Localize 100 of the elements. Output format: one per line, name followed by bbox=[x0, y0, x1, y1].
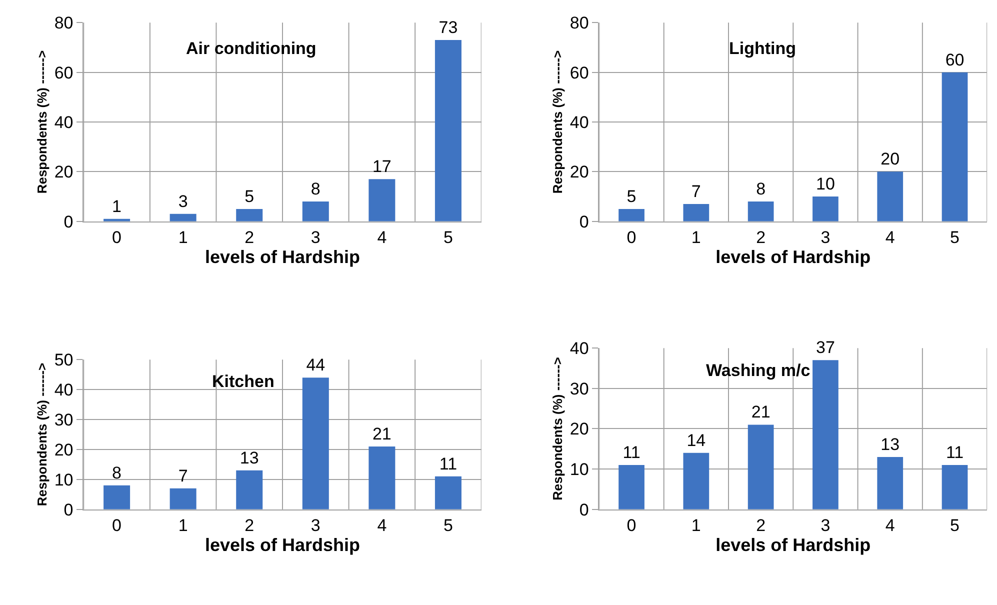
text: Washing m/c bbox=[706, 361, 810, 380]
bar bbox=[683, 452, 710, 510]
data-label: 13 bbox=[240, 448, 259, 468]
y-tick-label: 20 bbox=[54, 162, 74, 182]
bar bbox=[170, 488, 196, 510]
text: Kitchen bbox=[212, 372, 274, 391]
x-tick-label: 5 bbox=[950, 228, 960, 247]
y-tick-label: 40 bbox=[570, 339, 589, 358]
bar bbox=[170, 214, 196, 222]
data-label: 5 bbox=[244, 186, 254, 206]
data-label: 11 bbox=[946, 443, 964, 462]
y-tick-label: 30 bbox=[570, 379, 589, 398]
bar bbox=[368, 179, 396, 222]
text: Air conditioning bbox=[186, 39, 316, 58]
bar bbox=[683, 204, 710, 222]
y-tick-label: 40 bbox=[570, 112, 589, 132]
x-tick-label: 5 bbox=[443, 228, 453, 247]
x-tick-label: 1 bbox=[691, 228, 701, 247]
data-label: 3 bbox=[178, 192, 188, 211]
x-axis-title: levels of Hardship bbox=[204, 246, 360, 267]
y-axis-title: Respondents (%) ------> bbox=[550, 50, 565, 194]
data-label: 8 bbox=[112, 463, 122, 482]
bar bbox=[618, 208, 644, 222]
y-tick-label: 0 bbox=[64, 500, 74, 520]
bar bbox=[877, 456, 904, 510]
y-tick-label: 20 bbox=[570, 420, 589, 439]
bar bbox=[748, 424, 774, 510]
bar bbox=[942, 72, 968, 222]
data-label: 17 bbox=[372, 157, 392, 176]
y-tick-label: 10 bbox=[570, 460, 589, 479]
data-label: 13 bbox=[880, 434, 900, 454]
y-tick-label: 40 bbox=[54, 112, 74, 132]
y-tick-label: 0 bbox=[579, 500, 589, 520]
x-tick-label: 4 bbox=[885, 516, 895, 535]
x-tick-label: 4 bbox=[377, 228, 387, 247]
bar bbox=[302, 201, 329, 222]
data-label: 14 bbox=[686, 430, 706, 450]
bar bbox=[236, 208, 263, 222]
y-tick-label: 50 bbox=[54, 350, 74, 370]
y-axis-title: Respondents (%) ------> bbox=[34, 50, 50, 194]
data-label: 10 bbox=[816, 174, 835, 194]
y-axis-title: Respondents (%) ------> bbox=[34, 362, 50, 506]
data-label: 5 bbox=[626, 186, 636, 206]
data-label: 8 bbox=[756, 179, 766, 198]
x-tick-label: 5 bbox=[950, 516, 960, 535]
y-tick-label: 40 bbox=[54, 380, 74, 400]
bar bbox=[618, 465, 644, 510]
bar bbox=[368, 446, 396, 510]
x-tick-label: 0 bbox=[112, 516, 122, 535]
x-axis-title: levels of Hardship bbox=[204, 534, 360, 555]
x-tick-label: 1 bbox=[178, 228, 188, 247]
x-tick-label: 2 bbox=[244, 228, 254, 247]
y-tick-label: 0 bbox=[579, 212, 589, 232]
bar bbox=[434, 476, 462, 510]
x-tick-label: 0 bbox=[112, 228, 122, 247]
y-tick-label: 20 bbox=[570, 162, 589, 182]
y-tick-label: 60 bbox=[54, 63, 74, 82]
x-tick-label: 2 bbox=[244, 516, 254, 535]
x-tick-label: 1 bbox=[178, 516, 188, 535]
data-label: 60 bbox=[945, 50, 964, 70]
data-label: 7 bbox=[691, 182, 701, 201]
data-label: 37 bbox=[816, 338, 835, 358]
y-tick-label: 60 bbox=[570, 63, 589, 82]
x-tick-label: 5 bbox=[443, 516, 453, 535]
bar bbox=[302, 378, 329, 510]
data-label: 21 bbox=[372, 424, 392, 444]
y-tick-label: 0 bbox=[64, 212, 74, 232]
data-label: 8 bbox=[310, 179, 320, 198]
x-axis-title: levels of Hardship bbox=[716, 246, 871, 267]
y-tick-label: 30 bbox=[54, 410, 74, 430]
x-tick-label: 4 bbox=[377, 516, 387, 535]
data-label: 20 bbox=[880, 150, 900, 169]
bar bbox=[236, 470, 263, 510]
y-axis-title: Respondents (%) ------> bbox=[550, 356, 565, 500]
x-tick-label: 3 bbox=[820, 516, 830, 535]
x-tick-label: 3 bbox=[310, 516, 320, 535]
bar bbox=[748, 201, 774, 222]
text: Lighting bbox=[729, 39, 796, 58]
y-tick-label: 80 bbox=[570, 14, 589, 33]
y-tick-label: 20 bbox=[54, 440, 74, 460]
x-tick-label: 2 bbox=[756, 228, 766, 247]
data-label: 73 bbox=[438, 18, 458, 38]
x-tick-label: 1 bbox=[691, 516, 701, 535]
bar bbox=[434, 40, 462, 222]
bar bbox=[104, 485, 130, 510]
y-tick-label: 10 bbox=[54, 470, 74, 490]
x-tick-label: 2 bbox=[756, 516, 766, 535]
data-label: 1 bbox=[112, 196, 122, 216]
bar bbox=[877, 172, 904, 222]
x-axis-title: levels of Hardship bbox=[716, 534, 871, 555]
x-tick-label: 0 bbox=[626, 228, 636, 247]
data-label: 44 bbox=[306, 356, 326, 375]
y-tick-label: 80 bbox=[54, 14, 74, 33]
bar bbox=[812, 360, 838, 510]
x-tick-label: 4 bbox=[885, 228, 895, 247]
x-tick-label: 0 bbox=[626, 516, 636, 535]
data-label: 7 bbox=[178, 466, 188, 486]
data-label: 21 bbox=[751, 402, 770, 422]
x-tick-label: 3 bbox=[310, 228, 320, 247]
x-tick-label: 3 bbox=[820, 228, 830, 247]
